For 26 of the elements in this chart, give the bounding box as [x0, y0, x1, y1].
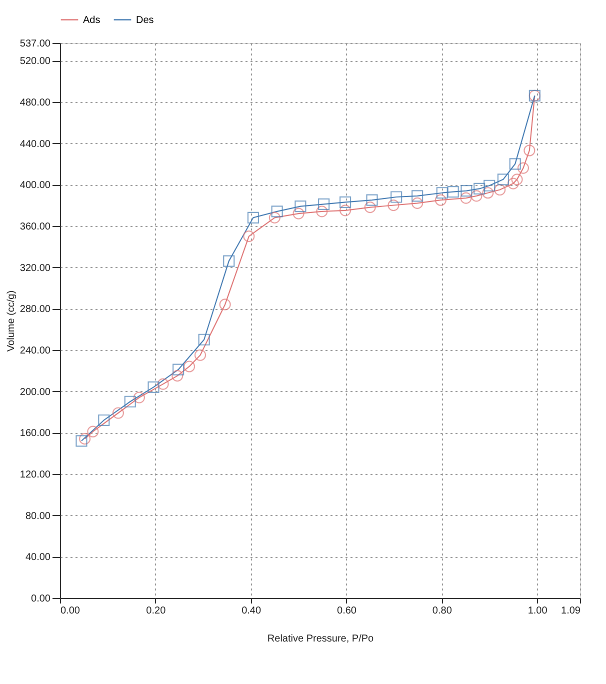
x-axis-title: Relative Pressure, P/Po [267, 634, 374, 644]
legend-label: Ads [83, 14, 100, 26]
y-tick-label: 160.00 [20, 428, 51, 440]
y-tick-label: 280.00 [20, 304, 51, 316]
y-axis-title: Volume (cc/g) [6, 290, 17, 352]
x-tick-label: 0.80 [432, 606, 452, 616]
y-tick-label: 440.00 [20, 138, 51, 150]
y-tick-label: 537.00 [20, 38, 51, 50]
y-tick-label: 200.00 [20, 386, 51, 398]
y-tick-label: 120.00 [20, 469, 51, 480]
x-tick-label: 1.00 [528, 606, 548, 616]
y-tick-label: 520.00 [20, 56, 51, 68]
x-tick-label: 0.00 [60, 606, 80, 616]
y-tick-label: 240.00 [20, 345, 51, 356]
y-tick-label: 320.00 [20, 262, 51, 274]
x-tick-label: 0.20 [146, 606, 166, 616]
y-tick-label: 400.00 [20, 180, 51, 192]
legend-label: Des [136, 14, 154, 26]
x-tick-label: 1.09 [561, 606, 581, 616]
x-tick-label: 0.40 [242, 606, 262, 616]
x-tick-label: 0.60 [337, 606, 357, 616]
y-tick-label: 0.00 [31, 594, 51, 604]
y-tick-label: 80.00 [25, 510, 51, 522]
y-tick-label: 480.00 [20, 97, 51, 108]
y-tick-label: 360.00 [20, 221, 51, 232]
y-tick-label: 40.00 [25, 552, 51, 564]
